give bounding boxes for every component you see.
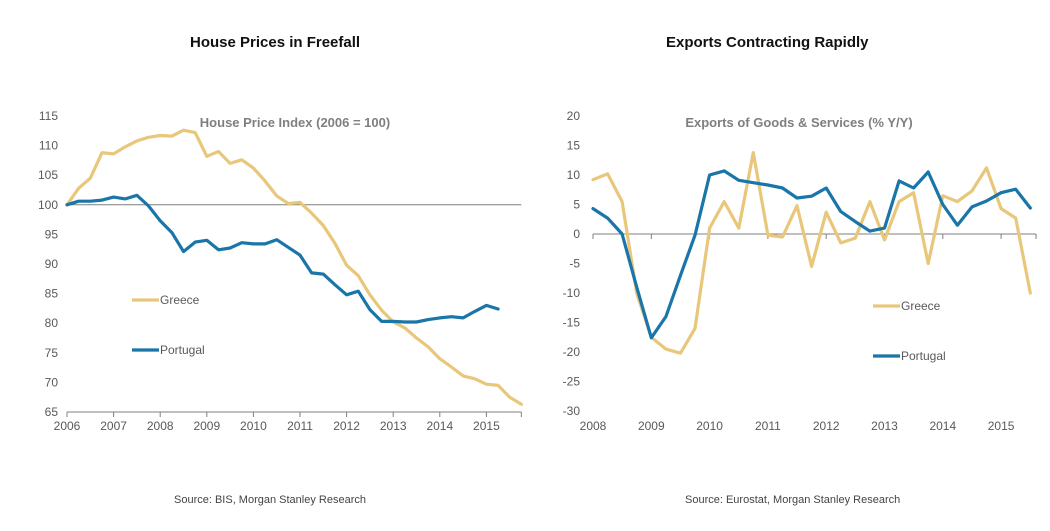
y-tick-label: 20 — [567, 109, 581, 123]
y-tick-label: 75 — [45, 346, 59, 360]
x-tick-label: 2015 — [473, 419, 500, 433]
x-tick-label: 2007 — [100, 419, 127, 433]
x-tick-label: 2015 — [988, 419, 1015, 433]
x-tick-label: 2009 — [193, 419, 220, 433]
x-tick-label: 2014 — [426, 419, 453, 433]
series-line-portugal — [65, 193, 500, 324]
x-tick-label: 2008 — [580, 419, 607, 433]
x-tick-label: 2011 — [755, 419, 781, 433]
y-tick-label: 85 — [45, 287, 59, 301]
y-tick-label: 10 — [567, 168, 581, 182]
right-chart-title: Exports Contracting Rapidly — [666, 34, 869, 51]
y-tick-label: -15 — [563, 316, 581, 330]
y-tick-label: -30 — [563, 404, 581, 418]
x-tick-label: 2012 — [333, 419, 360, 433]
x-tick-label: 2013 — [380, 419, 407, 433]
y-tick-label: 65 — [45, 405, 59, 419]
x-tick-label: 2008 — [147, 419, 174, 433]
x-tick-label: 2014 — [929, 419, 956, 433]
x-tick-label: 2010 — [696, 419, 723, 433]
legend-label-portugal: Portugal — [901, 349, 946, 363]
y-tick-label: 95 — [45, 227, 59, 241]
y-tick-label: 15 — [567, 139, 581, 153]
legend-label-greece: Greece — [901, 299, 941, 313]
y-tick-label: 90 — [45, 257, 59, 271]
right-chart-source: Source: Eurostat, Morgan Stanley Researc… — [685, 494, 901, 506]
x-tick-label: 2013 — [871, 419, 898, 433]
chart-subtitle: Exports of Goods & Services (% Y/Y) — [685, 115, 912, 130]
series-line-portugal — [591, 169, 1032, 340]
y-tick-label: -20 — [563, 345, 581, 359]
left-chart-title: House Prices in Freefall — [190, 34, 361, 51]
y-tick-label: 80 — [45, 316, 59, 330]
x-tick-label: 2011 — [287, 419, 313, 433]
legend-label-portugal: Portugal — [160, 343, 205, 357]
series-line-greece — [65, 128, 524, 406]
y-tick-label: -10 — [563, 286, 581, 300]
left-chart-source: Source: BIS, Morgan Stanley Research — [174, 494, 366, 506]
y-tick-label: 115 — [39, 109, 58, 123]
y-tick-label: 105 — [38, 168, 58, 182]
x-tick-label: 2010 — [240, 419, 267, 433]
y-tick-label: 110 — [39, 139, 58, 153]
series-line-greece — [591, 151, 1032, 355]
y-tick-label: -25 — [563, 375, 581, 389]
legend-label-greece: Greece — [160, 293, 200, 307]
x-tick-label: 2009 — [638, 419, 665, 433]
x-tick-label: 2012 — [813, 419, 840, 433]
x-tick-label: 2006 — [54, 419, 81, 433]
y-tick-label: -5 — [569, 257, 580, 271]
y-tick-label: 5 — [573, 198, 580, 212]
chart-subtitle: House Price Index (2006 = 100) — [200, 115, 390, 130]
y-tick-label: 70 — [45, 375, 59, 389]
y-tick-label: 0 — [573, 227, 580, 241]
y-tick-label: 100 — [38, 198, 58, 212]
